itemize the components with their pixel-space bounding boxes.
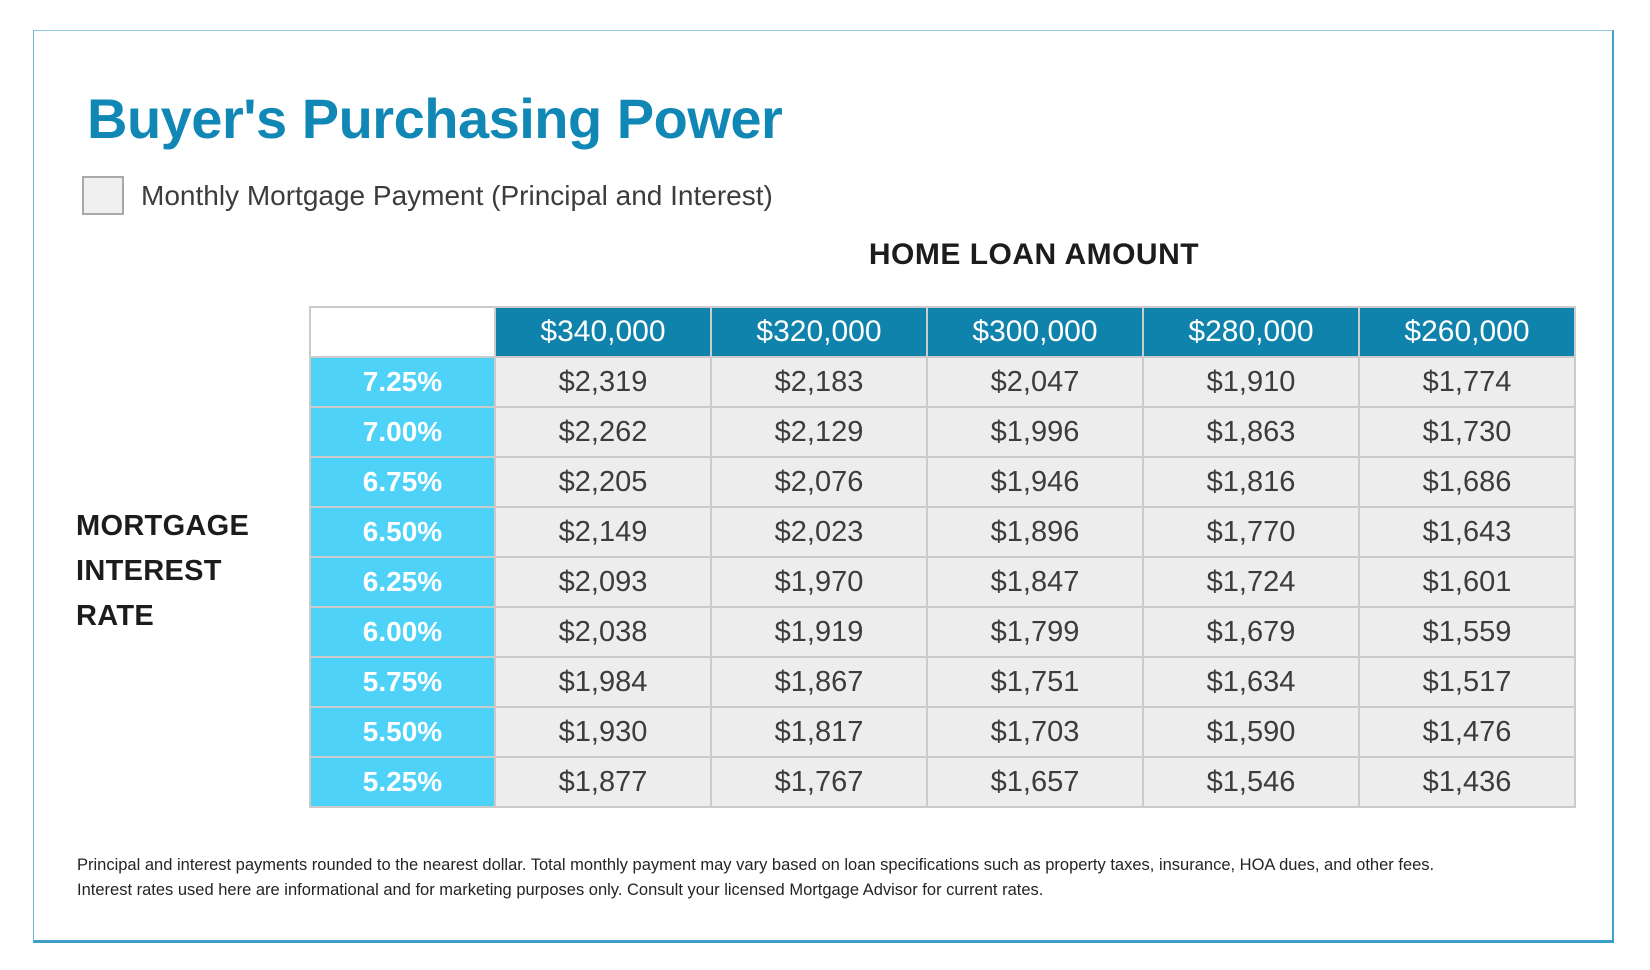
interest-rate-header-cell: 5.50% [309, 706, 496, 758]
payment-cell: $1,877 [494, 756, 712, 808]
payment-cell: $1,686 [1358, 456, 1576, 508]
payment-table-row: 6.75% $2,205 $2,076 $1,946 $1,816 $1,686 [309, 456, 1576, 508]
payment-cell: $1,634 [1142, 656, 1360, 708]
payment-cell: $1,817 [710, 706, 928, 758]
payment-table-row: 6.50% $2,149 $2,023 $1,896 $1,770 $1,643 [309, 506, 1576, 558]
interest-rate-header-cell: 6.00% [309, 606, 496, 658]
payment-cell: $1,601 [1358, 556, 1576, 608]
loan-amount-header-cell: $280,000 [1142, 306, 1360, 358]
payment-cell: $2,262 [494, 406, 712, 458]
interest-rate-header-cell: 5.25% [309, 756, 496, 808]
footnote-line-2: Interest rates used here are information… [77, 880, 1044, 899]
interest-rate-header-cell: 5.75% [309, 656, 496, 708]
legend: Monthly Mortgage Payment (Principal and … [82, 176, 773, 215]
row-group-label-line: INTEREST [76, 555, 222, 587]
payment-cell: $2,183 [710, 356, 928, 408]
payment-cell: $2,149 [494, 506, 712, 558]
payment-table-row: 5.50% $1,930 $1,817 $1,703 $1,590 $1,476 [309, 706, 1576, 758]
payment-cell: $1,730 [1358, 406, 1576, 458]
loan-amount-header-row: $340,000 $320,000 $300,000 $280,000 $260,000 [309, 306, 1576, 358]
payment-cell: $2,093 [494, 556, 712, 608]
row-group-label-line: RATE [76, 600, 154, 632]
page-title: Buyer's Purchasing Power [87, 87, 783, 150]
payment-table-row: 7.00% $2,262 $2,129 $1,996 $1,863 $1,730 [309, 406, 1576, 458]
payment-cell: $2,047 [926, 356, 1144, 408]
interest-rate-header-cell: 7.25% [309, 356, 496, 408]
payment-cell: $2,038 [494, 606, 712, 658]
payment-cell: $2,205 [494, 456, 712, 508]
payment-cell: $1,774 [1358, 356, 1576, 408]
footnote: Principal and interest payments rounded … [77, 853, 1434, 902]
loan-amount-header-cell: $300,000 [926, 306, 1144, 358]
payment-cell: $2,319 [494, 356, 712, 408]
payment-cell: $1,703 [926, 706, 1144, 758]
payment-table-row: 7.25% $2,319 $2,183 $2,047 $1,910 $1,774 [309, 356, 1576, 408]
payment-cell: $1,590 [1142, 706, 1360, 758]
payment-cell: $1,919 [710, 606, 928, 658]
payment-cell: $1,910 [1142, 356, 1360, 408]
payment-cell: $1,770 [1142, 506, 1360, 558]
payment-cell: $1,996 [926, 406, 1144, 458]
payment-cell: $1,816 [1142, 456, 1360, 508]
legend-swatch [82, 176, 124, 215]
payment-cell: $1,930 [494, 706, 712, 758]
payment-cell: $1,799 [926, 606, 1144, 658]
home-loan-amount-label: HOME LOAN AMOUNT [868, 238, 1200, 271]
payment-cell: $1,867 [710, 656, 928, 708]
payment-cell: $1,476 [1358, 706, 1576, 758]
payment-cell: $1,984 [494, 656, 712, 708]
interest-rate-header-cell: 6.50% [309, 506, 496, 558]
interest-rate-header-cell: 7.00% [309, 406, 496, 458]
interest-rate-header-cell: 6.75% [309, 456, 496, 508]
payment-cell: $1,896 [926, 506, 1144, 558]
payment-cell: $1,724 [1142, 556, 1360, 608]
payment-cell: $1,546 [1142, 756, 1360, 808]
mortgage-interest-rate-label: MORTGAGE INTEREST RATE [76, 504, 249, 639]
payment-cell: $1,657 [926, 756, 1144, 808]
payment-cell: $1,436 [1358, 756, 1576, 808]
payment-cell: $1,863 [1142, 406, 1360, 458]
payment-table: $340,000 $320,000 $300,000 $280,000 $260,000… [309, 306, 1576, 808]
legend-label: Monthly Mortgage Payment (Principal and … [141, 179, 773, 211]
payment-table-row: 5.75% $1,984 $1,867 $1,751 $1,634 $1,517 [309, 656, 1576, 708]
footnote-line-1: Principal and interest payments rounded … [77, 856, 1435, 874]
payment-cell: $1,946 [926, 456, 1144, 508]
payment-cell: $1,970 [710, 556, 928, 608]
payment-cell: $2,076 [710, 456, 928, 508]
payment-cell: $2,129 [710, 406, 928, 458]
loan-amount-header-cell: $260,000 [1358, 306, 1576, 358]
payment-cell: $1,767 [710, 756, 928, 808]
payment-cell: $1,517 [1358, 656, 1576, 708]
payment-cell: $1,643 [1358, 506, 1576, 558]
payment-table-row: 6.25% $2,093 $1,970 $1,847 $1,724 $1,601 [309, 556, 1576, 608]
loan-amount-header-cell: $340,000 [494, 306, 712, 358]
payment-table-row: 5.25% $1,877 $1,767 $1,657 $1,546 $1,436 [309, 756, 1576, 808]
payment-cell: $2,023 [710, 506, 928, 558]
flyer-card: Buyer's Purchasing Power Monthly Mortgag… [33, 30, 1614, 943]
payment-cell: $1,679 [1142, 606, 1360, 658]
row-group-label-line: MORTGAGE [76, 510, 250, 542]
table-corner-spacer [309, 306, 496, 358]
loan-amount-header-cell: $320,000 [710, 306, 928, 358]
payment-table-row: 6.00% $2,038 $1,919 $1,799 $1,679 $1,559 [309, 606, 1576, 658]
interest-rate-header-cell: 6.25% [309, 556, 496, 608]
payment-cell: $1,847 [926, 556, 1144, 608]
payment-cell: $1,559 [1358, 606, 1576, 658]
payment-cell: $1,751 [926, 656, 1144, 708]
